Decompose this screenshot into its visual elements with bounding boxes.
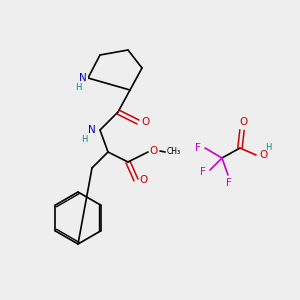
Text: O: O bbox=[150, 146, 158, 156]
Text: H: H bbox=[81, 134, 87, 143]
Text: O: O bbox=[259, 150, 267, 160]
Text: N: N bbox=[79, 73, 87, 83]
Text: N: N bbox=[88, 125, 96, 135]
Text: CH₃: CH₃ bbox=[167, 148, 181, 157]
Text: O: O bbox=[139, 175, 147, 185]
Text: O: O bbox=[141, 117, 149, 127]
Text: F: F bbox=[195, 143, 201, 153]
Text: F: F bbox=[226, 178, 232, 188]
Text: H: H bbox=[75, 83, 81, 92]
Text: H: H bbox=[265, 143, 271, 152]
Text: F: F bbox=[200, 167, 206, 177]
Text: O: O bbox=[240, 117, 248, 127]
